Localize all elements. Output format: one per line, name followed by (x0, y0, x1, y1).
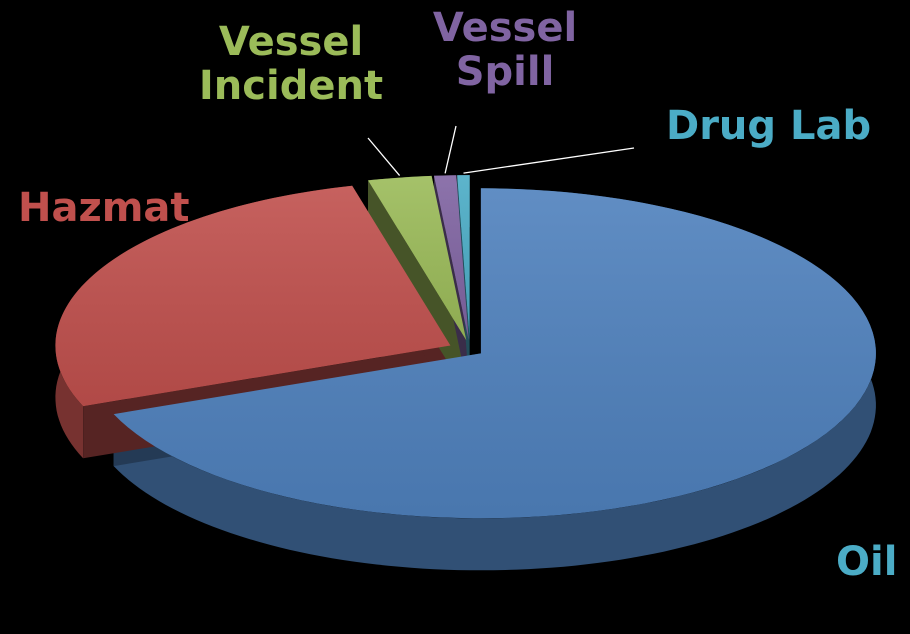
slice-gloss-oil (113, 188, 876, 519)
slice-gloss-drug-lab (457, 175, 470, 341)
leader-line-vessel-incident (367, 137, 401, 177)
slice-label-vessel-incident: Vessel Incident (198, 19, 384, 109)
slice-label-vessel-spill: Vessel Spill (432, 5, 578, 95)
leader-line-vessel-spill (444, 125, 457, 174)
slice-label-drug-lab: Drug Lab (666, 103, 872, 149)
leader-line-drug-lab (463, 147, 635, 174)
slice-gloss-hazmat (55, 185, 451, 407)
slice-label-oil: Oil (836, 539, 898, 585)
slice-gloss-vessel-incident (368, 175, 467, 341)
slice-label-hazmat: Hazmat (18, 185, 190, 231)
slice-gloss-vessel-spill (434, 175, 469, 341)
